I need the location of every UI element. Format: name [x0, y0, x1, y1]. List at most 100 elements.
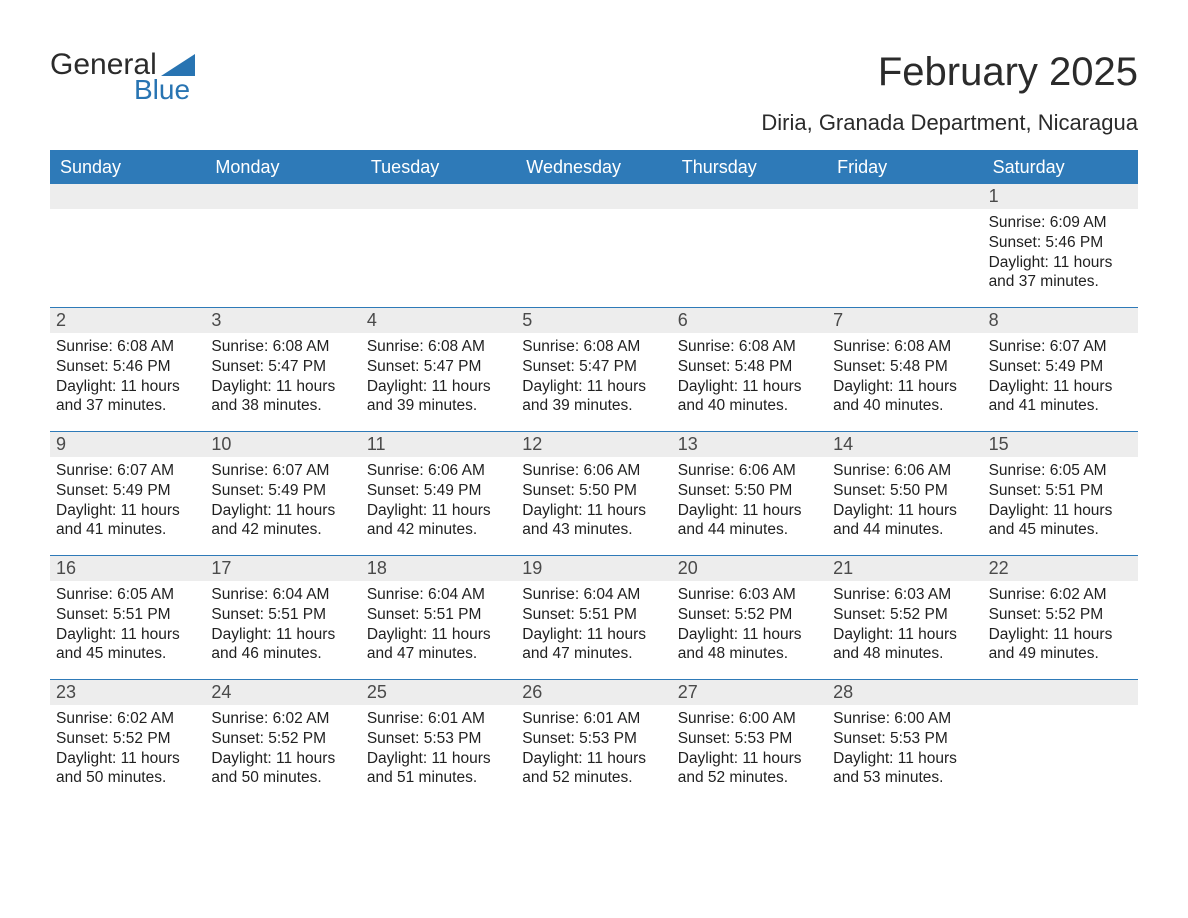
daynum-band: 1 [50, 184, 1138, 209]
sunrise-line: Sunrise: 6:06 AM [367, 461, 510, 481]
daylight-line: Daylight: 11 hours and 42 minutes. [367, 501, 510, 541]
day-number: 23 [50, 680, 205, 705]
flag-icon [161, 54, 195, 76]
sunset-line: Sunset: 5:47 PM [211, 357, 354, 377]
daylight-line: Daylight: 11 hours and 41 minutes. [56, 501, 199, 541]
day-cell [205, 209, 360, 307]
weeks-container: 1Sunrise: 6:09 AMSunset: 5:46 PMDaylight… [50, 184, 1138, 803]
daylight-line: Daylight: 11 hours and 37 minutes. [989, 253, 1132, 293]
day-cell [672, 209, 827, 307]
daylight-line: Daylight: 11 hours and 50 minutes. [56, 749, 199, 789]
sunset-line: Sunset: 5:51 PM [522, 605, 665, 625]
day-number: 28 [827, 680, 982, 705]
sunrise-line: Sunrise: 6:08 AM [678, 337, 821, 357]
sunset-line: Sunset: 5:51 PM [211, 605, 354, 625]
dow-cell: Sunday [50, 153, 205, 184]
day-number: 11 [361, 432, 516, 457]
sunrise-line: Sunrise: 6:00 AM [678, 709, 821, 729]
daylight-line: Daylight: 11 hours and 40 minutes. [833, 377, 976, 417]
day-number [361, 184, 516, 209]
day-number: 25 [361, 680, 516, 705]
sunrise-line: Sunrise: 6:08 AM [522, 337, 665, 357]
day-cell [50, 209, 205, 307]
daylight-line: Daylight: 11 hours and 37 minutes. [56, 377, 199, 417]
sunset-line: Sunset: 5:49 PM [367, 481, 510, 501]
sunrise-line: Sunrise: 6:05 AM [56, 585, 199, 605]
day-cell: Sunrise: 6:08 AMSunset: 5:47 PMDaylight:… [516, 333, 671, 431]
dow-cell: Wednesday [516, 153, 671, 184]
sunset-line: Sunset: 5:50 PM [678, 481, 821, 501]
day-number: 8 [983, 308, 1138, 333]
daybody-band: Sunrise: 6:02 AMSunset: 5:52 PM Daylight:… [50, 705, 1138, 803]
day-cell: Sunrise: 6:06 AMSunset: 5:50 PMDaylight:… [827, 457, 982, 555]
day-cell: Sunrise: 6:09 AMSunset: 5:46 PMDaylight:… [983, 209, 1138, 307]
sunset-line: Sunset: 5:53 PM [678, 729, 821, 749]
day-cell: Sunrise: 6:01 AMSunset: 5:53 PMDaylight:… [361, 705, 516, 803]
day-cell: Sunrise: 6:07 AMSunset: 5:49 PMDaylight:… [205, 457, 360, 555]
sunset-line: Sunset: 5:46 PM [989, 233, 1132, 253]
location-subtitle: Diria, Granada Department, Nicaragua [761, 110, 1138, 136]
daylight-line: Daylight: 11 hours and 40 minutes. [678, 377, 821, 417]
day-number [50, 184, 205, 209]
day-cell [983, 705, 1138, 803]
day-number: 4 [361, 308, 516, 333]
day-cell: Sunrise: 6:04 AMSunset: 5:51 PMDaylight:… [516, 581, 671, 679]
week-row: 16171819202122Sunrise: 6:05 AMSunset: 5:… [50, 555, 1138, 679]
daylight-line: Daylight: 11 hours and 46 minutes. [211, 625, 354, 665]
daylight-line: Daylight: 11 hours and 48 minutes. [678, 625, 821, 665]
daylight-line: Daylight: 11 hours and 39 minutes. [367, 377, 510, 417]
sunrise-line: Sunrise: 6:01 AM [522, 709, 665, 729]
week-row: 2345678Sunrise: 6:08 AMSunset: 5:46 PMDa… [50, 307, 1138, 431]
sunset-line: Sunset: 5:51 PM [56, 605, 199, 625]
day-number: 20 [672, 556, 827, 581]
sunrise-line: Sunrise: 6:08 AM [211, 337, 354, 357]
day-cell: Sunrise: 6:02 AMSunset: 5:52 PMDaylight:… [983, 581, 1138, 679]
daylight-line: Daylight: 11 hours and 42 minutes. [211, 501, 354, 541]
dow-cell: Tuesday [361, 153, 516, 184]
brand-logo: General Blue [50, 50, 195, 104]
day-number: 18 [361, 556, 516, 581]
day-number: 24 [205, 680, 360, 705]
sunset-line: Sunset: 5:53 PM [833, 729, 976, 749]
sunset-line: Sunset: 5:48 PM [678, 357, 821, 377]
sunset-line: Sunset: 5:47 PM [367, 357, 510, 377]
daynum-band: 16171819202122 [50, 556, 1138, 581]
day-number: 6 [672, 308, 827, 333]
daybody-band: Sunrise: 6:05 AMSunset: 5:51 PMDaylight:… [50, 581, 1138, 679]
dow-cell: Thursday [672, 153, 827, 184]
day-number: 1 [983, 184, 1138, 209]
sunset-line: Sunset: 5:49 PM [989, 357, 1132, 377]
day-number: 14 [827, 432, 982, 457]
day-cell [827, 209, 982, 307]
sunrise-line: Sunrise: 6:08 AM [833, 337, 976, 357]
day-number: 13 [672, 432, 827, 457]
daynum-band: 2345678 [50, 308, 1138, 333]
daylight-line: Daylight: 11 hours and 48 minutes. [833, 625, 976, 665]
sunset-line: Sunset: 5:52 PM [211, 729, 354, 749]
daylight-line: Daylight: 11 hours and 47 minutes. [522, 625, 665, 665]
day-number: 12 [516, 432, 671, 457]
day-number: 15 [983, 432, 1138, 457]
sunrise-line: Sunrise: 6:01 AM [367, 709, 510, 729]
dow-cell: Monday [205, 153, 360, 184]
day-cell: Sunrise: 6:06 AMSunset: 5:49 PMDaylight:… [361, 457, 516, 555]
daylight-line: Daylight: 11 hours and 49 minutes. [989, 625, 1132, 665]
day-number: 16 [50, 556, 205, 581]
day-cell: Sunrise: 6:02 AMSunset: 5:52 PMDaylight:… [50, 705, 205, 803]
day-number: 9 [50, 432, 205, 457]
day-number [827, 184, 982, 209]
day-cell: Sunrise: 6:08 AMSunset: 5:47 PMDaylight:… [205, 333, 360, 431]
day-number: 5 [516, 308, 671, 333]
daynum-band: 9101112131415 [50, 432, 1138, 457]
sunrise-line: Sunrise: 6:02 AM [211, 709, 354, 729]
week-row: 232425262728Sunrise: 6:02 AMSunset: 5:52… [50, 679, 1138, 803]
title-block: February 2025 Diria, Granada Department,… [761, 50, 1138, 136]
brand-word-2: Blue [134, 76, 195, 104]
daylight-line: Daylight: 11 hours and 45 minutes. [989, 501, 1132, 541]
sunset-line: Sunset: 5:53 PM [522, 729, 665, 749]
calendar-page: General Blue February 2025 Diria, Granad… [0, 0, 1188, 843]
day-cell: Sunrise: 6:08 AMSunset: 5:47 PMDaylight:… [361, 333, 516, 431]
day-cell: Sunrise: 6:05 AMSunset: 5:51 PMDaylight:… [983, 457, 1138, 555]
sunrise-line: Sunrise: 6:07 AM [56, 461, 199, 481]
sunset-line: Sunset: 5:46 PM [56, 357, 199, 377]
